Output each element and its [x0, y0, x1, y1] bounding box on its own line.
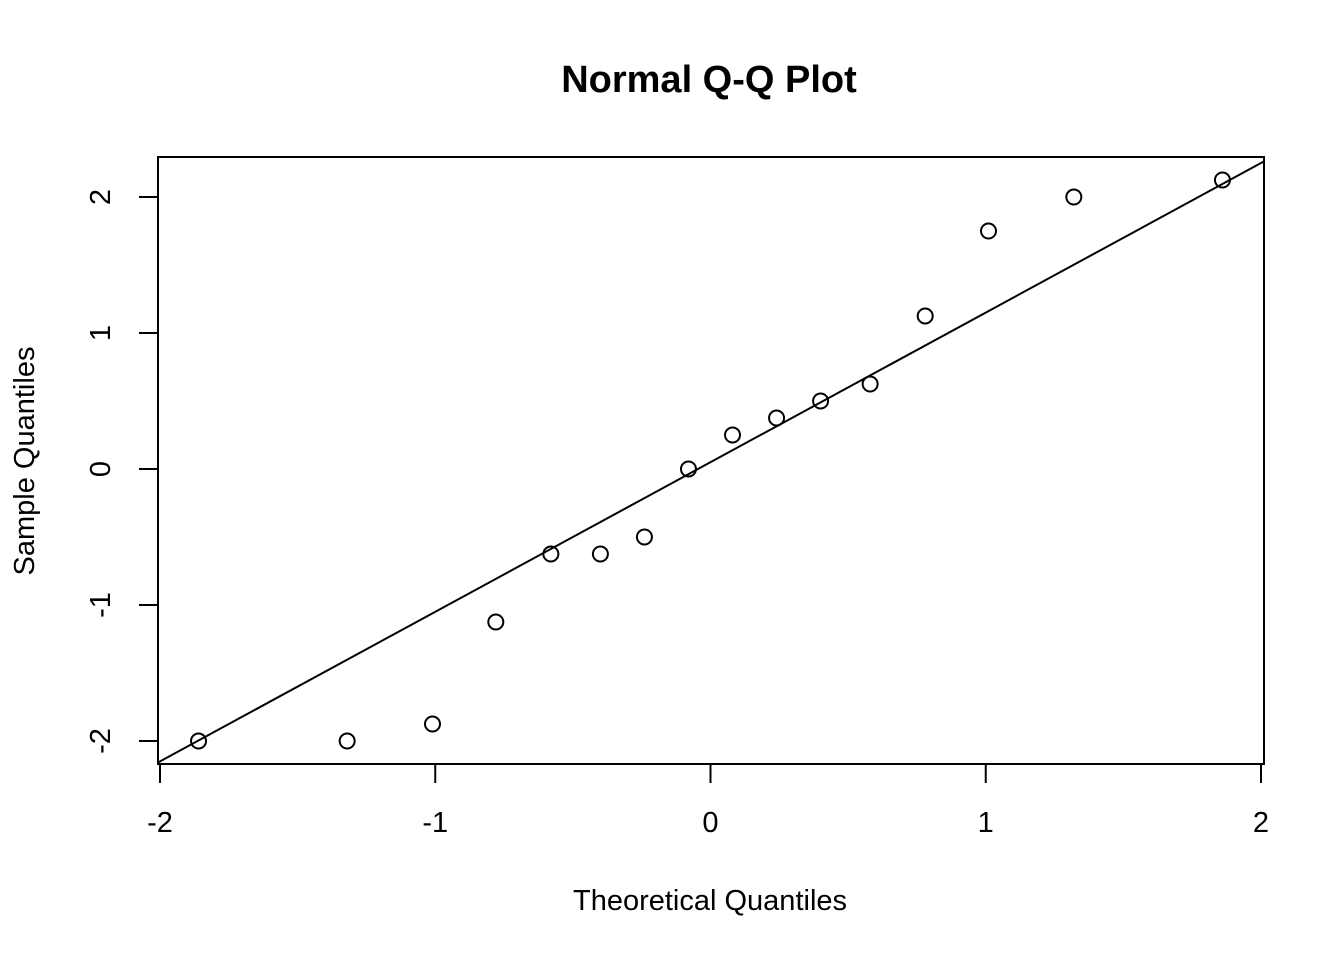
y-axis-title: Sample Quantiles: [9, 347, 41, 576]
y-tick-label: 1: [85, 325, 117, 341]
data-point: [768, 409, 786, 427]
data-point: [635, 528, 653, 546]
x-axis: -2 -1 0 1 2: [147, 763, 1269, 839]
reference-line-group: [158, 160, 1264, 764]
reference-line: [158, 160, 1264, 764]
y-tick-label: 2: [85, 189, 117, 205]
data-point: [190, 732, 208, 750]
data-point: [980, 222, 998, 240]
data-points-group: [190, 171, 1231, 750]
data-point: [487, 613, 505, 631]
chart-title: Normal Q-Q Plot: [561, 59, 857, 101]
y-tick-label: 0: [85, 461, 117, 477]
data-point: [916, 307, 934, 325]
y-tick-label: -1: [85, 592, 117, 618]
data-point: [1065, 188, 1083, 206]
data-point: [861, 375, 879, 393]
data-point: [679, 460, 697, 478]
data-point: [423, 715, 441, 733]
x-tick-label: 2: [1253, 807, 1269, 839]
y-axis: -2 -1 0 1 2: [85, 189, 159, 754]
data-point: [542, 545, 560, 563]
x-axis-title: Theoretical Quantiles: [573, 885, 847, 917]
x-tick-label: 0: [702, 807, 718, 839]
data-point: [1213, 171, 1231, 189]
data-point: [591, 545, 609, 563]
data-point: [724, 426, 742, 444]
x-tick-label: -2: [147, 807, 173, 839]
data-point: [812, 392, 830, 410]
x-tick-label: 1: [978, 807, 994, 839]
data-point: [338, 732, 356, 750]
x-tick-label: -1: [422, 807, 448, 839]
y-tick-label: -2: [85, 728, 117, 754]
